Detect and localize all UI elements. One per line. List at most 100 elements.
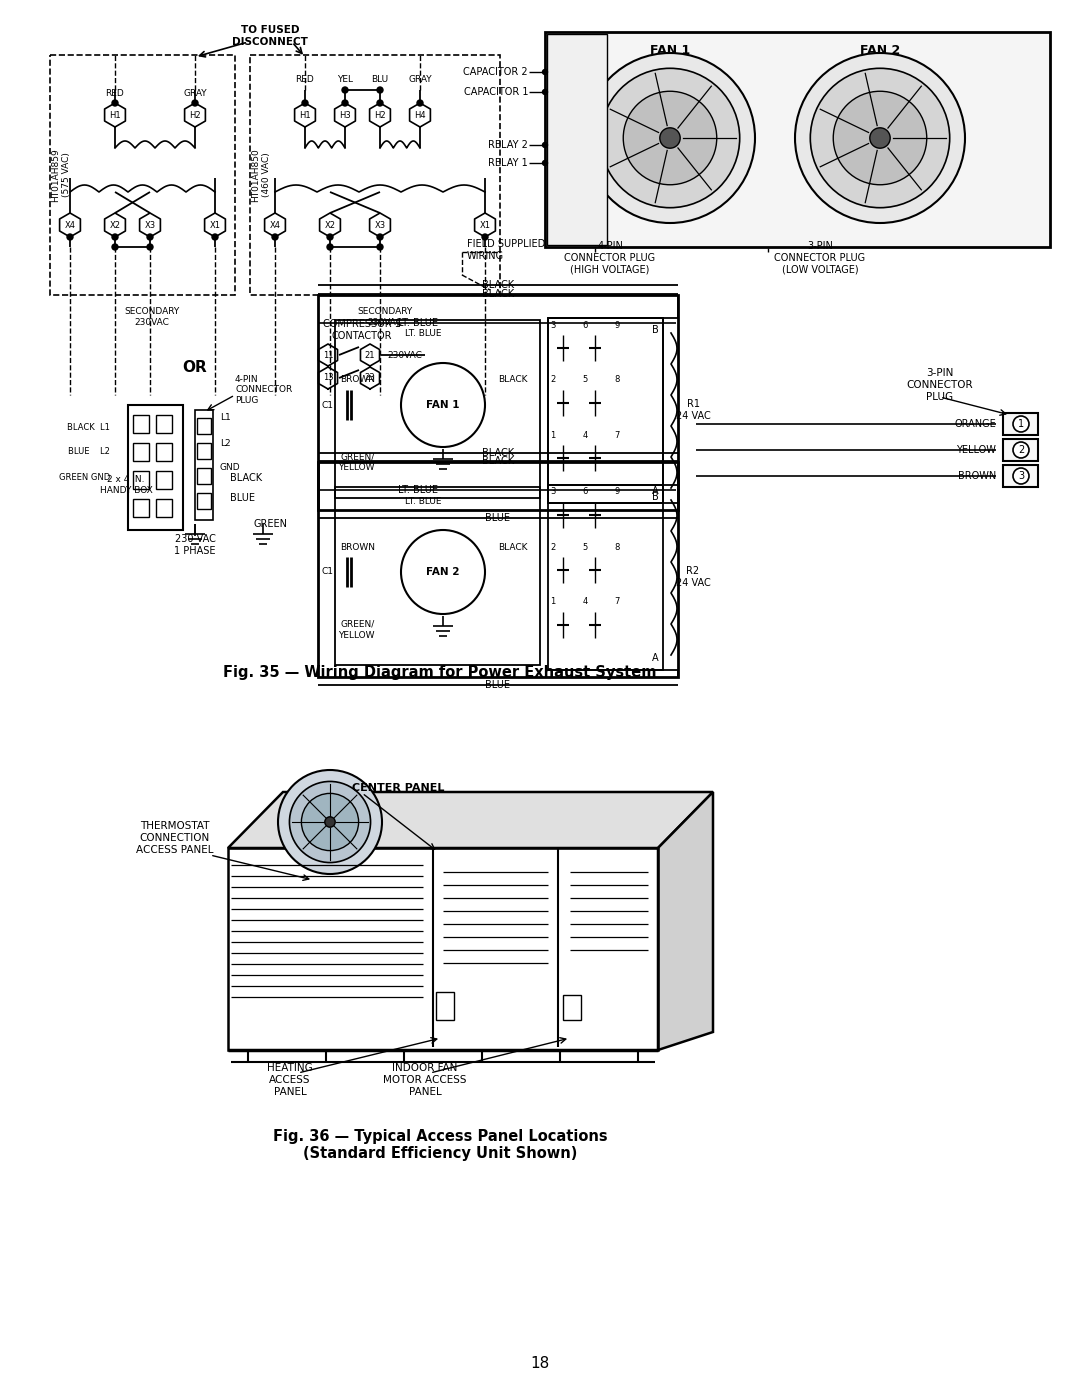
- Text: GREEN/: GREEN/: [341, 619, 375, 629]
- Text: 2 x 4 IN.
HANDY BOX: 2 x 4 IN. HANDY BOX: [99, 475, 152, 495]
- Text: LT. BLUE: LT. BLUE: [399, 319, 438, 328]
- Circle shape: [542, 161, 548, 165]
- Bar: [197, 418, 211, 434]
- Circle shape: [623, 91, 717, 184]
- Bar: [156, 499, 172, 517]
- Text: 6: 6: [582, 320, 588, 330]
- Text: 9: 9: [615, 488, 620, 496]
- Text: CAPACITOR 2: CAPACITOR 2: [463, 67, 528, 77]
- Text: BLU: BLU: [372, 75, 389, 84]
- Text: INDOOR FAN
MOTOR ACCESS
PANEL: INDOOR FAN MOTOR ACCESS PANEL: [383, 1063, 467, 1097]
- Text: 21: 21: [365, 351, 375, 359]
- Bar: [156, 415, 172, 433]
- Text: FAN 1: FAN 1: [650, 43, 690, 56]
- Text: FAN 2: FAN 2: [427, 567, 460, 577]
- Bar: [548, 319, 663, 503]
- Text: X3: X3: [145, 221, 156, 229]
- Text: YELLOW: YELLOW: [956, 446, 996, 455]
- Text: 3: 3: [1018, 471, 1024, 481]
- Text: BLACK  L1: BLACK L1: [67, 422, 110, 432]
- Circle shape: [542, 89, 548, 95]
- Text: X4: X4: [65, 221, 76, 229]
- Text: 8: 8: [615, 542, 620, 552]
- Circle shape: [112, 244, 118, 250]
- Text: BLUE: BLUE: [230, 493, 255, 503]
- Circle shape: [401, 363, 485, 447]
- Text: 230 VAC
1 PHASE: 230 VAC 1 PHASE: [174, 534, 216, 556]
- Circle shape: [834, 91, 927, 184]
- Bar: [548, 485, 663, 671]
- Circle shape: [289, 781, 370, 862]
- Circle shape: [67, 235, 73, 240]
- Circle shape: [112, 235, 118, 240]
- Text: Fig. 35 — Wiring Diagram for Power Exhaust System: Fig. 35 — Wiring Diagram for Power Exhau…: [224, 665, 657, 679]
- Text: LT. BLUE: LT. BLUE: [405, 330, 442, 338]
- Text: CENTER PANEL: CENTER PANEL: [352, 782, 444, 793]
- Text: 2: 2: [551, 542, 555, 552]
- Text: 3: 3: [551, 320, 556, 330]
- Text: LT. BLUE: LT. BLUE: [405, 496, 442, 506]
- Polygon shape: [228, 792, 713, 848]
- Bar: [156, 471, 172, 489]
- Bar: [50, 54, 235, 295]
- Circle shape: [1013, 416, 1029, 432]
- Bar: [228, 848, 658, 1051]
- Text: HT01AH859
(575 VAC): HT01AH859 (575 VAC): [52, 148, 70, 203]
- Text: YELLOW: YELLOW: [338, 464, 375, 472]
- Circle shape: [301, 793, 359, 851]
- Circle shape: [542, 142, 548, 148]
- Circle shape: [600, 68, 740, 208]
- Text: C1: C1: [321, 567, 333, 577]
- Text: 1: 1: [551, 598, 555, 606]
- Circle shape: [660, 127, 680, 148]
- Bar: [548, 319, 663, 503]
- Circle shape: [542, 70, 548, 74]
- Text: 4: 4: [582, 430, 588, 440]
- Text: X2: X2: [324, 221, 336, 229]
- Text: BLUE: BLUE: [486, 513, 511, 522]
- Text: BLACK: BLACK: [498, 376, 527, 384]
- Text: 7: 7: [615, 430, 620, 440]
- Bar: [197, 468, 211, 483]
- Bar: [129, 405, 183, 529]
- Text: 11: 11: [323, 351, 334, 359]
- Circle shape: [417, 101, 423, 106]
- Text: X1: X1: [210, 221, 220, 229]
- Bar: [545, 32, 1050, 247]
- Text: H3: H3: [339, 110, 351, 120]
- Text: 4: 4: [582, 598, 588, 606]
- Circle shape: [327, 244, 333, 250]
- Text: 13: 13: [323, 373, 334, 383]
- Circle shape: [585, 53, 755, 224]
- Text: HT01AH850
(460 VAC): HT01AH850 (460 VAC): [252, 148, 271, 203]
- Text: ORANGE: ORANGE: [955, 419, 996, 429]
- Text: L2: L2: [220, 439, 231, 447]
- Circle shape: [377, 235, 383, 240]
- Bar: [436, 992, 454, 1020]
- Text: 5: 5: [582, 542, 588, 552]
- Text: 230VAC: 230VAC: [388, 351, 422, 359]
- Text: BLACK: BLACK: [482, 455, 514, 467]
- Text: H2: H2: [189, 110, 201, 120]
- Text: X3: X3: [375, 221, 386, 229]
- Text: 1: 1: [1018, 419, 1024, 429]
- Text: B: B: [651, 326, 659, 335]
- Bar: [133, 443, 149, 461]
- Circle shape: [810, 68, 949, 208]
- Text: GRAY: GRAY: [184, 88, 206, 98]
- Text: 1: 1: [551, 430, 555, 440]
- Text: GREEN/: GREEN/: [341, 453, 375, 461]
- Text: YEL: YEL: [337, 75, 353, 84]
- Circle shape: [272, 235, 278, 240]
- Bar: [156, 443, 172, 461]
- Bar: [318, 462, 678, 678]
- Text: BLUE    L2: BLUE L2: [68, 447, 110, 457]
- Circle shape: [327, 235, 333, 240]
- Text: LT. BLUE: LT. BLUE: [399, 485, 438, 495]
- Text: 2: 2: [1017, 446, 1024, 455]
- Text: GREEN: GREEN: [253, 520, 287, 529]
- Circle shape: [212, 235, 218, 240]
- Bar: [1003, 465, 1038, 488]
- Circle shape: [1013, 468, 1029, 483]
- Circle shape: [869, 127, 890, 148]
